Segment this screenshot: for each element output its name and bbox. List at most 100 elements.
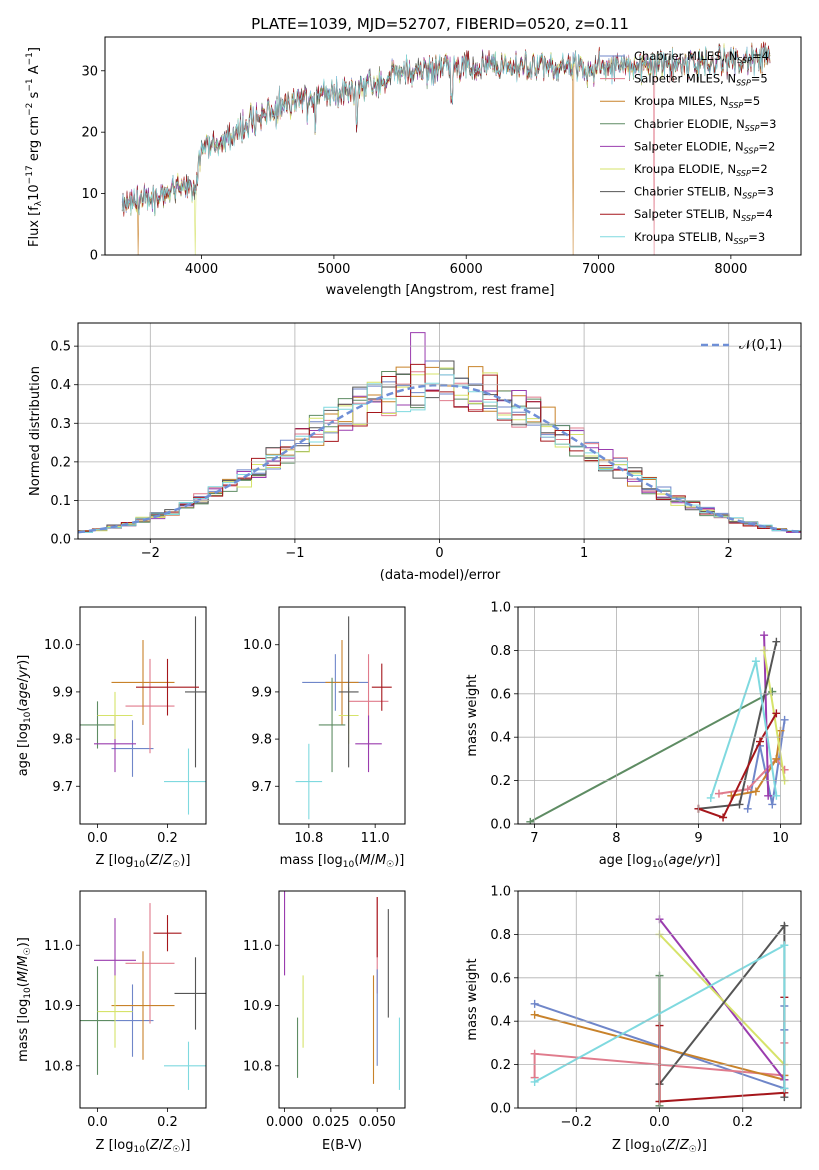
weight-vs-age-plot-area [526,631,789,824]
errorbar-point [97,975,133,1048]
legend-entry: Chabrier STELIB, NSSP=3 [634,185,774,201]
y-tick-label: 0.2 [490,1058,511,1073]
legend-entry: Salpeter MILES, NSSP=5 [634,72,768,88]
y-tick-label: 20 [81,126,98,141]
weight-marker [755,737,764,746]
spectrum-plot-area [121,41,771,255]
x-tick-label: 0.0 [87,831,108,846]
weight-marker [530,1077,539,1086]
y-axis-label: age [log10(age/yr)] [16,655,33,777]
weight-marker [772,637,781,646]
y-tick-label: 10.8 [243,1059,272,1074]
legend: 𝒩(0,1) [701,338,782,353]
weight-series [760,631,773,800]
x-axis-label: E(B-V) [322,1138,362,1153]
x-tick-label: 2 [725,546,733,561]
weight-marker [706,793,715,802]
axes-frame [278,606,406,825]
x-tick-label: 0.0 [87,1115,108,1130]
y-tick-label: 0.4 [50,378,71,393]
weight-marker [772,791,781,800]
weight-series [530,941,789,1093]
y-tick-label: 9.7 [251,780,272,795]
y-tick-label: 0 [90,249,98,264]
y-tick-label: 0.0 [490,1102,511,1117]
weight-series-line [698,712,778,819]
y-tick-label: 0.6 [490,687,511,702]
x-axis-label: mass [log10(M/M☉)] [280,853,405,870]
x-tick-label: 7 [530,831,538,846]
legend-entry: Chabrier MILES, NSSP=4 [634,49,769,65]
errorbar-point [80,701,115,749]
y-tick-label: 0.8 [490,644,511,659]
weight-series-line [658,933,786,1066]
x-tick-label: 0.025 [312,1115,349,1130]
axes-frame [79,890,207,1109]
y-tick-label: 10.0 [44,638,73,653]
legend-entry: Chabrier ELODIE, NSSP=3 [634,117,776,133]
x-axis-label: Z [log10(Z/Z☉)] [96,853,191,870]
y-axis-label: mass weight [465,674,480,756]
y-tick-label: 0.0 [490,818,511,833]
errorbar-point [153,915,182,952]
y-tick-label: 9.8 [251,733,272,748]
weight-marker [764,791,773,800]
weight-marker [780,941,789,950]
y-tick-label: 10.0 [243,638,272,653]
weight-series [655,993,789,1106]
figure-title: PLATE=1039, MJD=52707, FIBERID=0520, z=0… [251,15,629,33]
x-tick-label: −2 [141,546,160,561]
y-tick-label: 9.8 [52,733,73,748]
errorbar-point [371,663,392,711]
weight-marker [530,999,539,1008]
mass-vs-Z-panel: 0.0 0.2 10.8 10.9 11.0 Z [log10(Z/Z☉)] mass [l… [16,890,207,1155]
x-tick-label: 0.050 [359,1115,396,1130]
mass-vs-ebv-plot-area [284,891,400,1090]
x-tick-label: 10.8 [294,831,323,846]
weight-marker [714,789,723,798]
y-tick-label: 0.1 [50,494,71,509]
legend-entry: Kroupa MILES, NSSP=5 [634,94,760,110]
mass-vs-Z-plot-area [80,903,206,1090]
errorbar-point [136,658,199,716]
weight-marker [530,1049,539,1058]
weight-marker [751,657,760,666]
y-tick-label: 1.0 [490,601,511,616]
y-tick-label: 1.0 [490,885,511,900]
weight-vs-age-panel: 7 8 9 10 0.0 0.2 0.4 0.6 0.8 1.0 age [log10(age/yr… [465,601,802,870]
y-tick-label: 9.9 [52,685,73,700]
age-vs-mass-panel: 10.8 11.0 9.7 9.8 9.9 10.0 mass [log10(M/M☉)] [243,606,406,870]
x-tick-label: −1 [285,546,304,561]
x-tick-label: 10 [772,831,789,846]
y-tick-label: 0.2 [50,455,71,470]
y-tick-label: 10.9 [44,999,73,1014]
x-tick-label: 5000 [317,262,350,277]
y-axis-label: Flux [fλ10−17 erg cm−2 s−1 A−1] [25,47,44,247]
y-tick-label: 0.4 [490,731,511,746]
weight-series-line [658,922,786,1098]
age-vs-Z-panel: 0.0 0.2 9.7 9.8 9.9 10.0 Z [log10(Z/Z☉)] age [l… [16,606,207,870]
x-axis-label: wavelength [Angstrom, rest frame] [326,283,555,298]
mass-vs-ebv-panel: 0.000 0.025 0.050 10.8 10.9 11.0 E(B-V) [243,890,406,1153]
residual-histogram-panel: −2 −1 0 1 2 0.0 0.1 0.2 0.3 0.4 0.5 𝒩(0,1) (data-mod… [28,322,802,583]
y-tick-label: 11.0 [243,939,272,954]
x-tick-label: 0 [435,546,443,561]
x-tick-label: 6000 [450,262,483,277]
x-tick-label: 0.0 [649,1115,670,1130]
errorbar-point [111,951,175,1060]
errorbar-point [318,677,346,773]
errorbar-point [338,616,359,768]
weight-marker [751,787,760,796]
x-tick-label: −0.2 [560,1115,592,1130]
weight-marker [780,715,789,724]
y-tick-label: 10.9 [243,999,272,1014]
weight-vs-Z-panel: −0.2 0.0 0.2 0.0 0.2 0.4 0.6 0.8 1.0 Z [log10(Z/Z… [465,885,802,1155]
y-axis-label: mass [log10(M/M☉)] [16,937,33,1062]
errorbar-point [125,658,175,754]
weight-marker [780,1084,789,1093]
x-tick-label: 8 [612,831,620,846]
x-tick-label: 7000 [582,262,615,277]
axes-frame [104,36,802,256]
